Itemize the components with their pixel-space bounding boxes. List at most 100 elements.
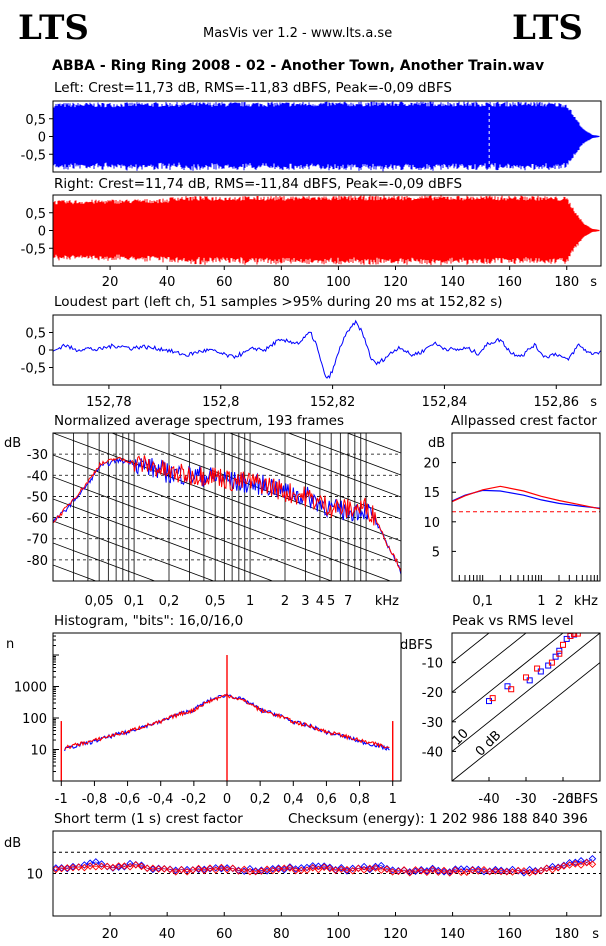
waveform-right-xtick-label: 120 bbox=[383, 275, 408, 290]
peak-vs-rms-point-right bbox=[556, 650, 563, 657]
histogram-xtick-label: 0,4 bbox=[283, 792, 304, 807]
short-term-point-right bbox=[543, 864, 551, 873]
short-term-point-right bbox=[503, 868, 511, 876]
short-term-point-right bbox=[457, 868, 465, 876]
short-term-ytick-label: 10 bbox=[26, 868, 43, 883]
waveform-right-xtick-label: 140 bbox=[440, 275, 465, 290]
waveform-right-xtick-label: 80 bbox=[273, 275, 290, 290]
allpassed-line-right bbox=[451, 485, 601, 510]
spectrum-ytick-label: -80 bbox=[27, 554, 48, 569]
loudest-part-ytick-label: 0 bbox=[38, 344, 46, 359]
short-term-point-right bbox=[177, 865, 186, 874]
short-term-point-left bbox=[428, 864, 437, 873]
short-term-point-right bbox=[411, 866, 420, 874]
waveform-left-title: Left: Crest=11,73 dB, RMS=-11,83 dBFS, P… bbox=[54, 80, 452, 96]
short-term-point-right bbox=[80, 863, 89, 872]
waveform-right-xtick-label: 40 bbox=[159, 275, 176, 290]
peak-vs-rms-xunit: dBFS bbox=[565, 792, 598, 807]
allpassed-frame bbox=[451, 432, 601, 582]
short-term-point-right bbox=[451, 866, 460, 875]
loudest-part-ytick-label: -0,5 bbox=[21, 362, 46, 377]
peak-vs-rms-title: Peak vs RMS level bbox=[452, 613, 574, 629]
short-term-point-left bbox=[200, 865, 209, 874]
short-term-frame bbox=[52, 830, 602, 917]
logo-left: LTS bbox=[18, 8, 89, 48]
short-term-point-right bbox=[383, 865, 391, 874]
short-term-point-left bbox=[377, 861, 385, 870]
short-term-point-right bbox=[343, 865, 351, 874]
short-term-point-right bbox=[531, 867, 540, 876]
short-term-point-right bbox=[69, 863, 77, 872]
short-term-point-right bbox=[189, 866, 197, 874]
app-info: MasVis ver 1.2 - www.lts.a.se bbox=[203, 26, 393, 41]
short-term-point-left bbox=[63, 864, 72, 873]
short-term-point-left bbox=[69, 862, 77, 871]
short-term-point-right bbox=[240, 865, 248, 874]
short-term-point-right bbox=[565, 861, 574, 869]
spectrum-xunit: kHz bbox=[375, 594, 399, 609]
spectrum-slope-line bbox=[287, 433, 401, 476]
spectrum-slope-line bbox=[169, 433, 401, 520]
short-term-point-right bbox=[194, 864, 203, 873]
spectrum-title: Normalized average spectrum, 193 frames bbox=[54, 413, 344, 429]
short-term-point-right bbox=[434, 868, 443, 876]
short-term-point-right bbox=[109, 863, 117, 872]
waveform-left-ytick-label: -0,5 bbox=[21, 148, 46, 163]
spectrum-frame bbox=[52, 432, 402, 582]
peak-vs-rms-point-right bbox=[560, 641, 566, 648]
short-term-point-left bbox=[297, 864, 306, 872]
spectrum-slope-line bbox=[53, 433, 401, 564]
short-term-point-left bbox=[577, 857, 585, 865]
waveform-right-signal bbox=[53, 195, 600, 266]
short-term-point-left bbox=[234, 866, 243, 875]
allpassed-xtick-label: 1 bbox=[537, 594, 545, 609]
spectrum-xtick-label: 0,2 bbox=[159, 594, 180, 609]
waveform-left-signal bbox=[53, 101, 600, 172]
short-term-point-left bbox=[406, 868, 414, 876]
peak-vs-rms-crest-label: 10 bbox=[450, 726, 472, 748]
short-term-point-left bbox=[120, 863, 129, 871]
spectrum-xtick-label: 0,5 bbox=[205, 594, 226, 609]
spectrum-ytick-label: -30 bbox=[27, 448, 48, 463]
short-term-point-right bbox=[297, 866, 306, 874]
peak-vs-rms-xtick-label: -30 bbox=[515, 792, 536, 807]
short-term-point-right bbox=[371, 864, 380, 872]
waveform-left-plot bbox=[53, 101, 600, 172]
spectrum-xtick-label: 5 bbox=[327, 594, 335, 609]
short-term-point-right bbox=[406, 869, 414, 877]
short-term-point-right bbox=[520, 867, 528, 875]
short-term-point-right bbox=[428, 866, 437, 874]
spectrum-ytick-label: -40 bbox=[27, 469, 48, 484]
loudest-part-xunit: s bbox=[590, 395, 597, 410]
short-term-point-left bbox=[588, 854, 597, 863]
short-term-point-right bbox=[143, 864, 151, 872]
spectrum-xtick-label: 0,05 bbox=[85, 594, 114, 609]
short-term-point-right bbox=[463, 868, 471, 876]
short-term-point-right bbox=[149, 864, 157, 873]
allpassed-xtick-label: 0,1 bbox=[472, 594, 493, 609]
short-term-point-right bbox=[491, 867, 500, 875]
short-term-point-right bbox=[554, 864, 562, 872]
short-term-point-right bbox=[251, 867, 260, 876]
short-term-point-right bbox=[154, 865, 163, 873]
short-term-point-right bbox=[92, 862, 100, 871]
peak-vs-rms-ytick-label: -40 bbox=[422, 745, 443, 760]
short-term-point-left bbox=[57, 864, 66, 872]
short-term-point-right bbox=[103, 862, 111, 871]
short-term-point-right bbox=[331, 866, 340, 875]
short-term-point-right bbox=[320, 863, 328, 871]
short-term-point-right bbox=[269, 866, 277, 875]
spectrum-slope-line bbox=[53, 542, 156, 581]
histogram-xtick-label: 0 bbox=[223, 792, 231, 807]
histogram-xtick-label: 0,6 bbox=[316, 792, 337, 807]
short-term-xtick-label: 40 bbox=[159, 927, 176, 942]
spectrum-slope-line bbox=[228, 433, 401, 498]
short-term-point-right bbox=[291, 866, 300, 875]
short-term-point-left bbox=[308, 862, 317, 870]
short-term-point-right bbox=[314, 865, 323, 874]
waveform-right-xtick-label: 20 bbox=[102, 275, 119, 290]
histogram-xtick-label: 0,8 bbox=[349, 792, 370, 807]
short-term-point-left bbox=[531, 867, 540, 875]
short-term-point-left bbox=[434, 866, 443, 875]
